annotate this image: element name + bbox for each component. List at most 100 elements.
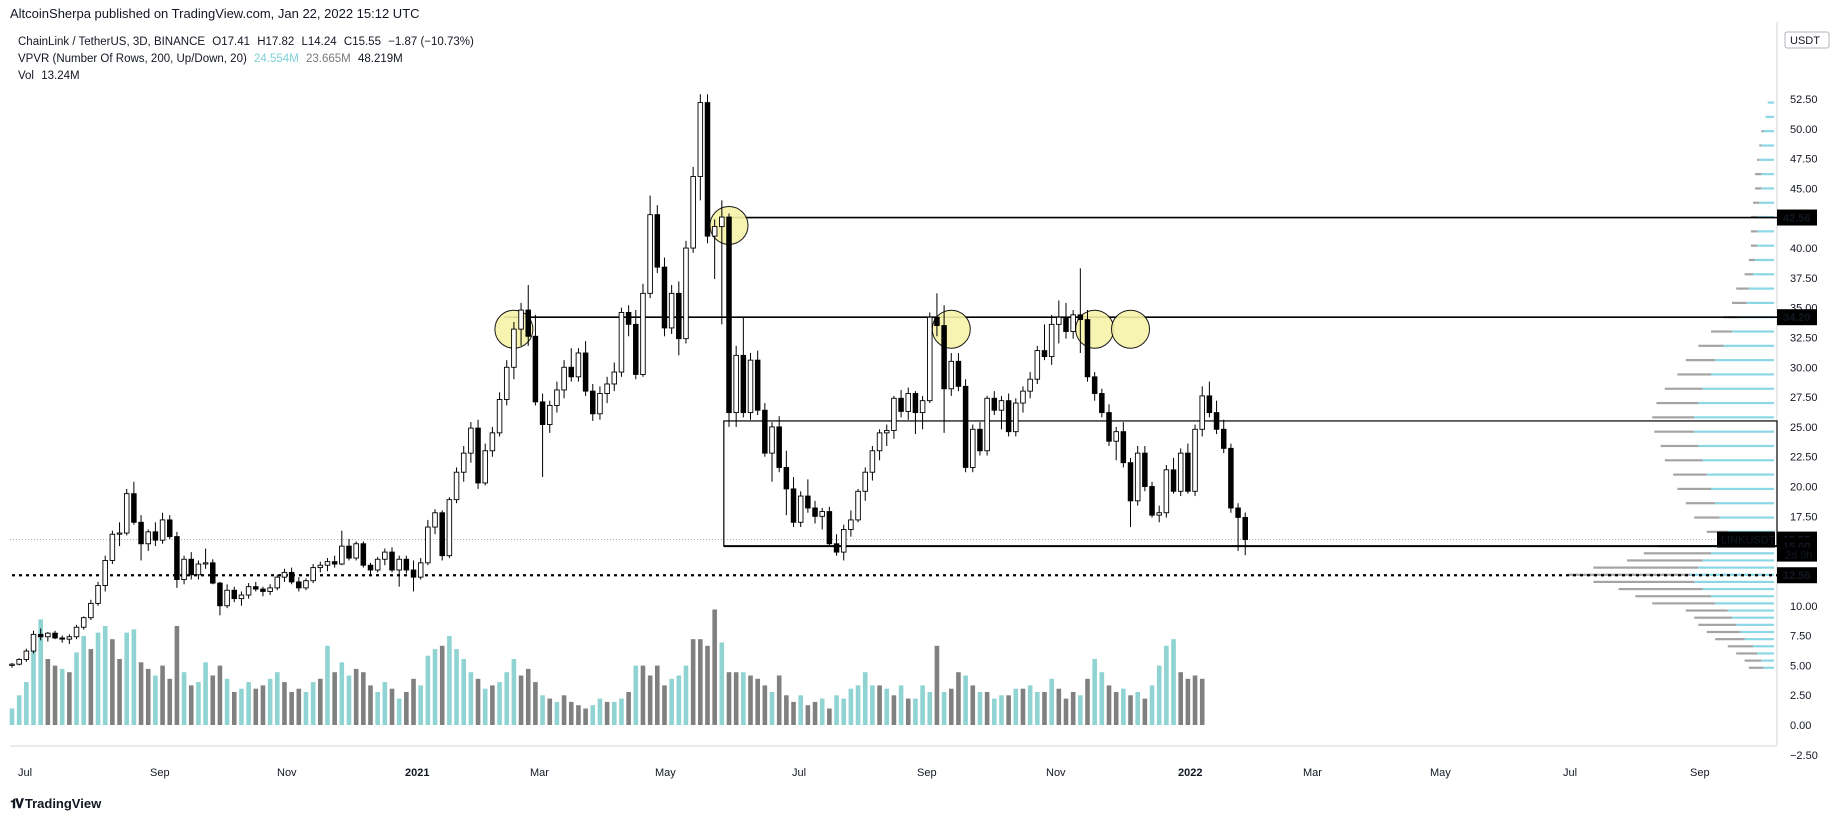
symbol-row[interactable]: ChainLink / TetherUS, 3D, BINANCE O17.41… bbox=[18, 34, 478, 51]
candle bbox=[776, 426, 782, 468]
vpvr-down-bar bbox=[1664, 387, 1703, 390]
volume-bar bbox=[1142, 698, 1148, 725]
countdown-text: 2d 9h bbox=[1785, 550, 1813, 562]
vpvr-down-bar bbox=[1750, 244, 1758, 247]
volume-bar bbox=[791, 701, 796, 725]
volume-bar bbox=[733, 672, 739, 725]
candle bbox=[468, 427, 474, 454]
volume-bar bbox=[24, 682, 29, 725]
time-tick-label: Nov bbox=[1046, 767, 1066, 779]
candle bbox=[231, 589, 238, 600]
candle bbox=[955, 360, 962, 387]
volume-row[interactable]: Vol 13.24M bbox=[18, 68, 478, 85]
price-tick-label: 47.50 bbox=[1790, 154, 1818, 166]
vpvr-up-bar bbox=[1761, 187, 1774, 190]
volume-bar bbox=[963, 675, 968, 725]
volume-bar bbox=[153, 675, 158, 725]
volume-bar bbox=[568, 701, 574, 725]
candle bbox=[604, 383, 610, 394]
vpvr-down-bar bbox=[1759, 144, 1762, 147]
vpvr-down-bar bbox=[1744, 273, 1753, 276]
vpvr-down-bar bbox=[1757, 158, 1760, 161]
volume-bar bbox=[669, 678, 674, 725]
volume-bar bbox=[253, 688, 259, 725]
candle bbox=[210, 562, 216, 584]
countdown-box bbox=[1777, 547, 1817, 562]
candle bbox=[1048, 323, 1055, 358]
volume-bar bbox=[726, 672, 732, 725]
volume-bar bbox=[690, 639, 696, 725]
volume-bar bbox=[1027, 685, 1033, 725]
candle bbox=[1149, 486, 1155, 516]
vpvr-down-bar bbox=[1755, 187, 1762, 190]
vpvr-total-value: 48.219M bbox=[357, 53, 403, 65]
candle bbox=[797, 495, 804, 523]
vpvr-up-bar bbox=[1736, 623, 1774, 626]
candle bbox=[1156, 512, 1162, 516]
price-tick-label: 50.00 bbox=[1790, 124, 1818, 136]
candle bbox=[324, 561, 331, 566]
vpvr-down-bar bbox=[1618, 587, 1703, 591]
candle bbox=[941, 325, 947, 390]
symbol-tag-box bbox=[1717, 531, 1775, 548]
volume-bar bbox=[898, 685, 904, 725]
vpvr-up-bar bbox=[1698, 444, 1774, 448]
volume-bar bbox=[1006, 695, 1011, 725]
vpvr-down-bar bbox=[1656, 401, 1699, 405]
vpvr-up-bar bbox=[1759, 158, 1774, 161]
candle bbox=[1134, 452, 1141, 502]
vpvr-down-bar bbox=[1748, 258, 1756, 262]
candle bbox=[1206, 395, 1213, 414]
volume-bar bbox=[619, 698, 624, 725]
candle bbox=[747, 359, 754, 414]
volume-bar bbox=[210, 675, 216, 725]
tradingview-logo[interactable]: 𝟏𝐕 TradingView bbox=[10, 796, 101, 812]
volume-bar bbox=[841, 698, 847, 725]
volume-bar bbox=[490, 685, 495, 725]
candle bbox=[439, 512, 445, 557]
volume-bar bbox=[1049, 678, 1054, 725]
chart-legend: ChainLink / TetherUS, 3D, BINANCE O17.41… bbox=[18, 34, 478, 85]
candle bbox=[582, 352, 589, 392]
volume-bar bbox=[576, 705, 581, 725]
candle bbox=[30, 633, 37, 652]
vpvr-down-bar bbox=[1660, 444, 1699, 448]
vpvr-down-bar bbox=[1652, 416, 1695, 419]
price-tick-label: −2.50 bbox=[1790, 750, 1818, 762]
volume-bar bbox=[741, 672, 746, 725]
volume-bar bbox=[224, 678, 230, 725]
candle bbox=[539, 401, 546, 425]
vpvr-down-bar bbox=[1755, 173, 1762, 176]
vpvr-down-bar bbox=[1664, 459, 1703, 462]
volume-bar bbox=[941, 692, 947, 725]
volume-bar bbox=[124, 632, 130, 725]
time-tick-label: Sep bbox=[1690, 767, 1710, 779]
candle bbox=[690, 176, 696, 249]
volume-bar bbox=[633, 665, 639, 725]
volume-bar bbox=[1056, 688, 1062, 725]
vpvr-down-bar bbox=[1593, 566, 1699, 569]
vpvr-up-bar bbox=[1761, 659, 1774, 662]
vpvr-down-bar bbox=[1698, 344, 1724, 347]
volume-bar bbox=[239, 688, 244, 725]
volume-bar bbox=[404, 692, 409, 725]
vpvr-row[interactable]: VPVR (Number Of Rows, 200, Up/Down, 20) … bbox=[18, 51, 478, 68]
volume-bar bbox=[525, 668, 531, 725]
vpvr-down-bar bbox=[1677, 373, 1711, 376]
candle bbox=[1242, 516, 1248, 541]
candle bbox=[561, 366, 567, 391]
volume-bar bbox=[16, 695, 22, 725]
volume-bar bbox=[655, 665, 660, 725]
vpvr-up-bar bbox=[1759, 201, 1774, 204]
candle bbox=[762, 409, 768, 454]
price-tick-label: 0.00 bbox=[1790, 720, 1811, 732]
candle bbox=[991, 397, 998, 411]
price-label-box bbox=[1777, 567, 1817, 584]
candle bbox=[1142, 452, 1148, 487]
volume-bar bbox=[712, 609, 717, 725]
volume-bar bbox=[920, 685, 925, 725]
volume-bar bbox=[411, 678, 416, 725]
vpvr-up-bar bbox=[1753, 645, 1774, 648]
vpvr-up-bar bbox=[1757, 244, 1774, 247]
